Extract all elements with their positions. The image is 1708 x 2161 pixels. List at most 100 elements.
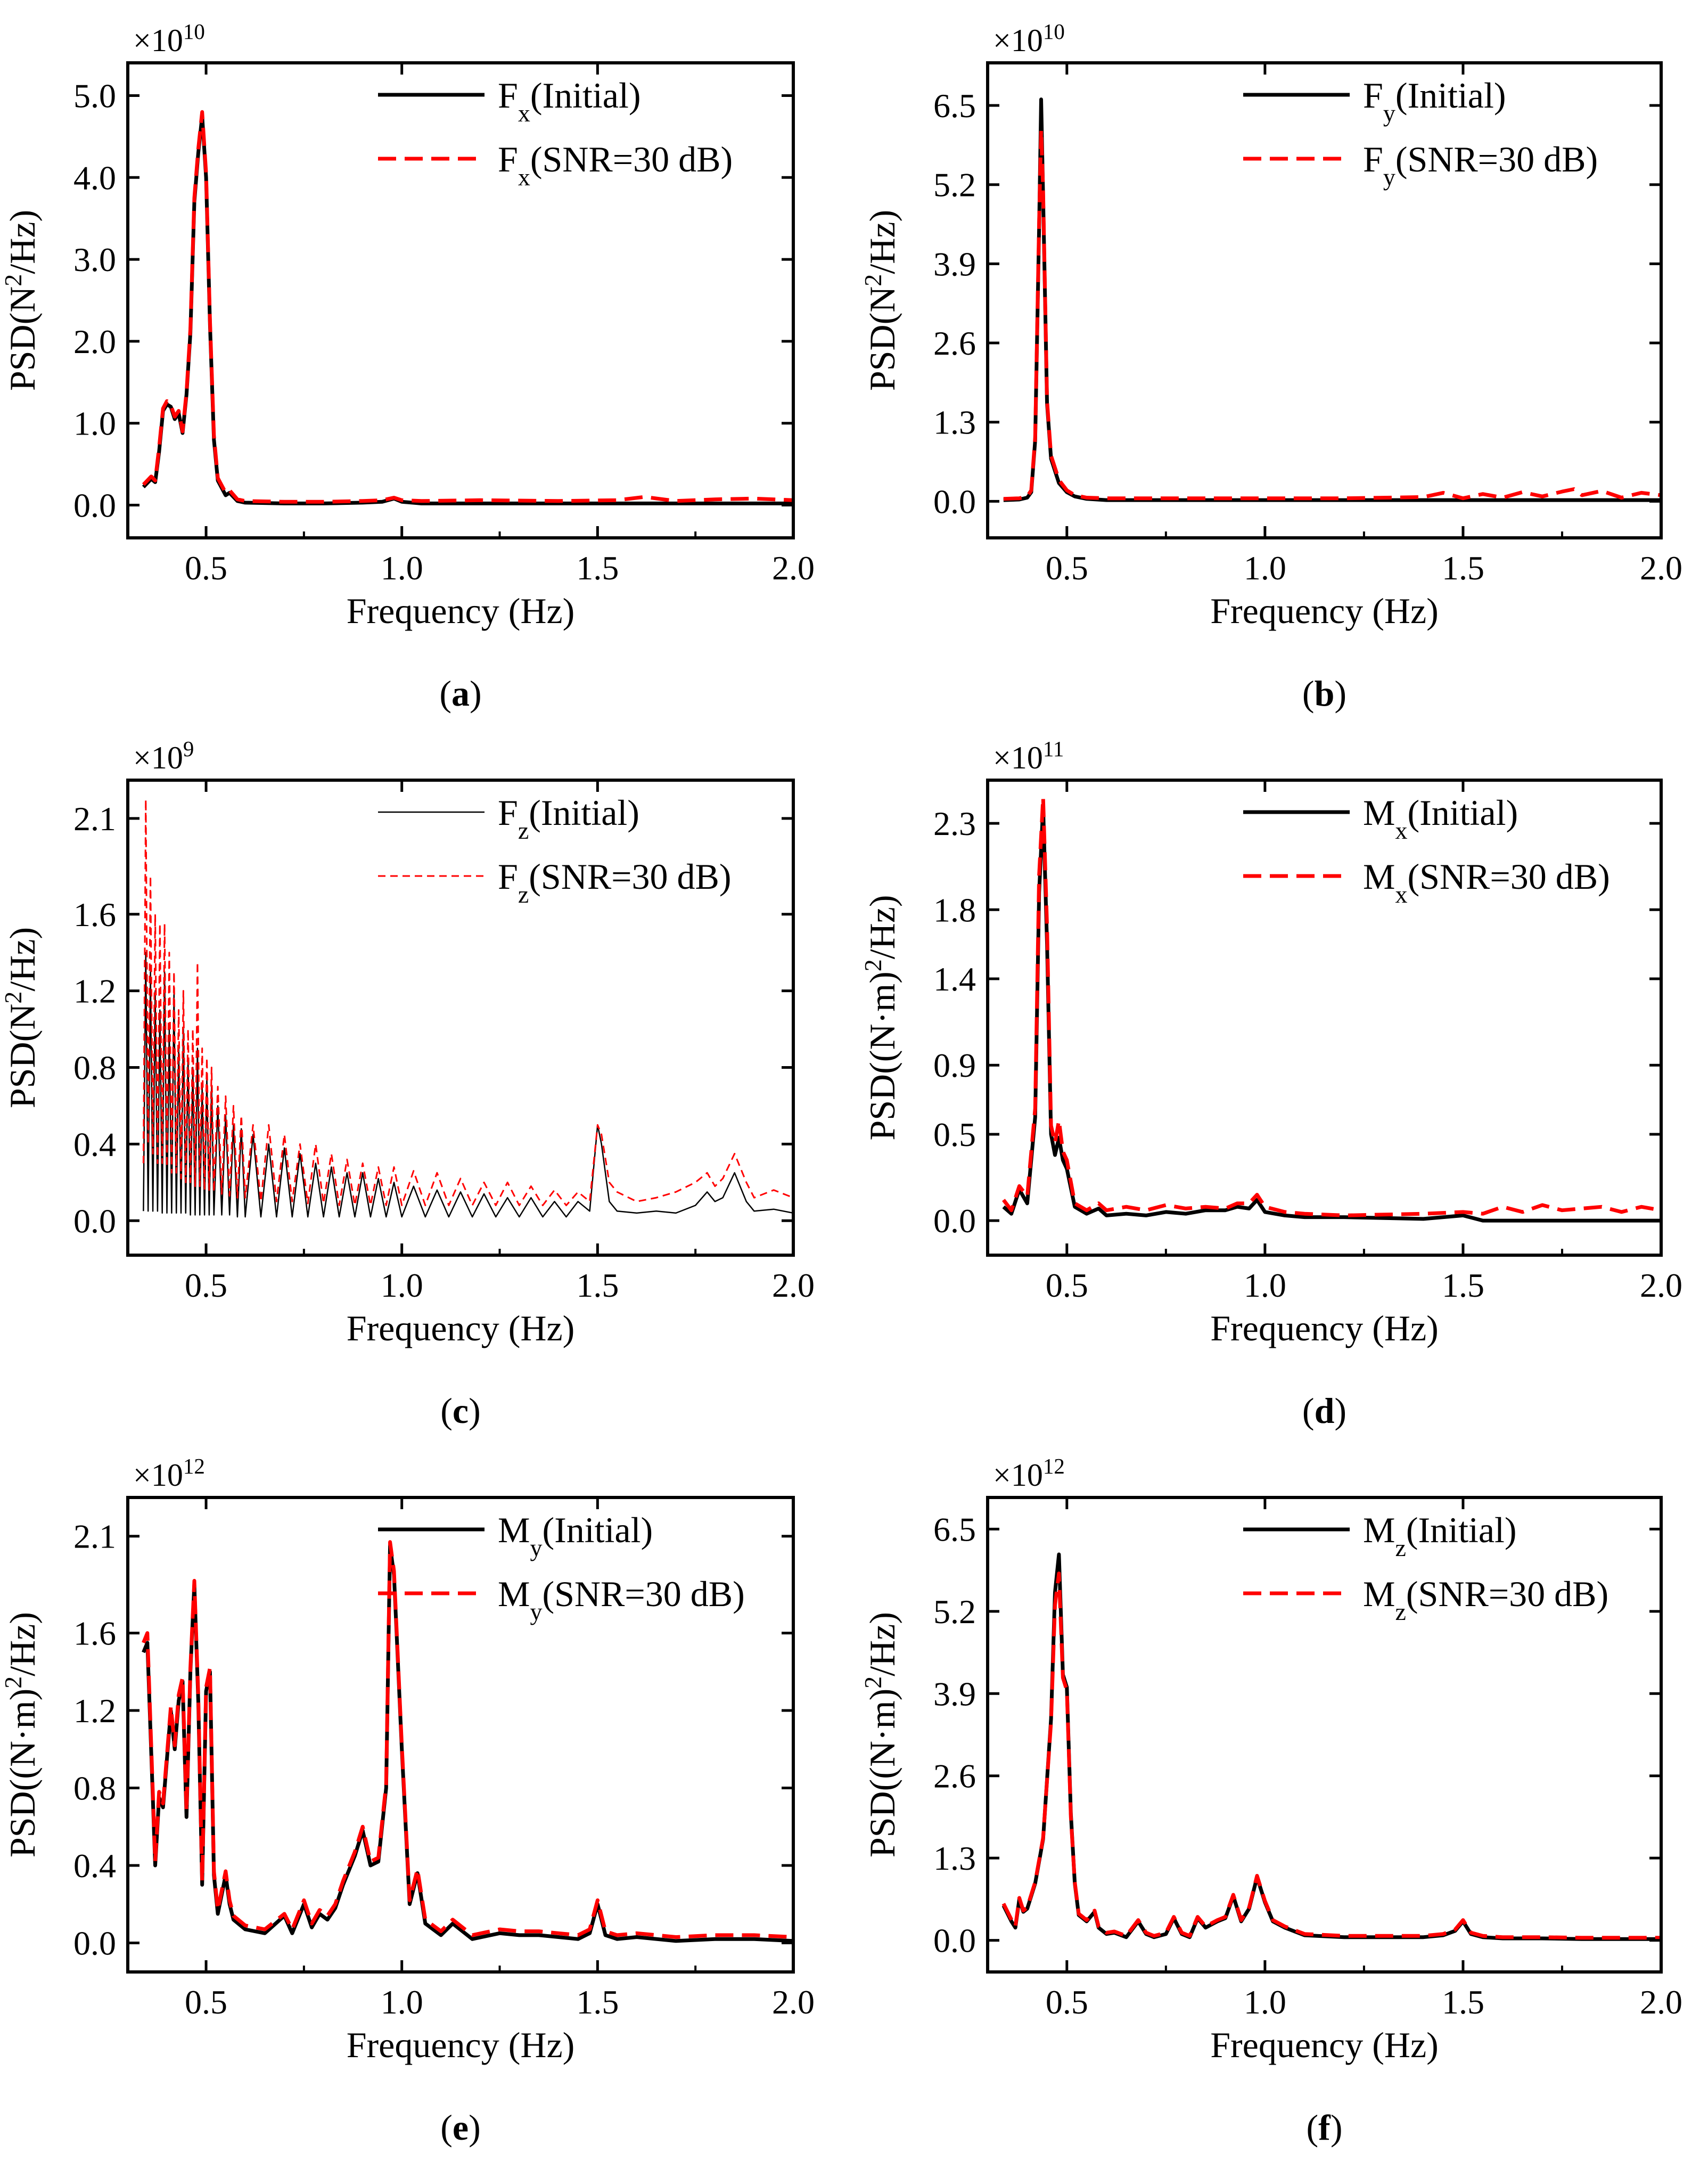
legend-label-initial: Mz(Initial) [1363, 1510, 1517, 1561]
y-tick-label: 1.2 [73, 1692, 116, 1730]
panel-caption: (b) [1302, 673, 1346, 714]
legend-label-initial: My(Initial) [498, 1510, 653, 1561]
y-tick-label: 1.6 [73, 1615, 116, 1652]
x-tick-label: 1.0 [1244, 1983, 1286, 2021]
y-tick-label: 0.0 [73, 1202, 116, 1240]
y-tick-label: 1.2 [73, 972, 116, 1010]
y-tick-label: 1.6 [73, 896, 116, 934]
y-axis-label: PSD(N2/Hz) [0, 927, 43, 1108]
axis-multiplier: ×1010 [133, 19, 205, 58]
legend-label-snr30: My(SNR=30 dB) [498, 1574, 745, 1625]
series-line-snr30 [142, 1540, 793, 1939]
y-tick-label: 0.8 [73, 1049, 116, 1087]
y-tick-label: 6.5 [933, 87, 976, 125]
y-tick-label: 0.0 [933, 1922, 976, 1960]
y-tick-label: 0.0 [73, 1924, 116, 1962]
x-axis-label: Frequency (Hz) [1210, 2025, 1439, 2065]
legend-label-snr30: Fz(SNR=30 dB) [498, 856, 732, 908]
x-tick-label: 1.5 [1442, 549, 1484, 587]
chart-panel-b: 0.5 1.0 1.5 2.0 0.0 1.3 2.6 3.9 5.2 6.5 ×1010 Frequ… [859, 19, 1683, 714]
y-tick-label: 1.3 [933, 404, 976, 441]
x-tick-label: 0.5 [1046, 549, 1088, 587]
x-tick-label: 2.0 [1640, 549, 1682, 587]
x-tick-label: 1.0 [1244, 1266, 1286, 1304]
axis-multiplier: ×1011 [993, 736, 1064, 775]
panel-caption: (a) [439, 673, 481, 714]
x-tick-label: 1.5 [576, 1983, 619, 2021]
legend-label-initial: Fy(Initial) [1363, 75, 1506, 127]
y-tick-label: 1.0 [73, 405, 116, 443]
series-line-snr30 [142, 798, 793, 1206]
y-axis-label: PSD((N·m)2/Hz) [859, 1612, 903, 1857]
plot-frame [986, 61, 1663, 539]
chart-panel-d: 0.5 1.0 1.5 2.0 0.0 0.5 0.9 1.4 1.8 2.3 ×1011 Frequ… [859, 736, 1683, 1431]
x-tick-label: 2.0 [772, 1983, 815, 2021]
x-tick-label: 0.5 [185, 1983, 227, 2021]
axis-multiplier: ×1012 [993, 1454, 1065, 1493]
chart-panel-a: 0.5 1.0 1.5 2.0 0.0 1.0 2.0 3.0 4.0 5.0 ×1010 Frequ… [0, 19, 815, 714]
y-tick-label: 0.9 [933, 1046, 976, 1084]
legend-label-snr30: Fy(SNR=30 dB) [1363, 139, 1598, 191]
legend-label-initial: Fx(Initial) [498, 75, 641, 127]
plot-frame [986, 779, 1663, 1257]
y-tick-label: 2.6 [933, 324, 976, 362]
y-tick-label: 0.0 [73, 486, 116, 524]
y-tick-label: 1.4 [933, 960, 976, 998]
x-tick-label: 0.5 [1046, 1983, 1088, 2021]
y-tick-label: 0.4 [73, 1125, 116, 1163]
x-tick-label: 0.5 [185, 549, 227, 587]
x-tick-label: 1.0 [1244, 549, 1286, 587]
y-tick-label: 1.3 [933, 1839, 976, 1877]
plot-frame [126, 1496, 795, 1974]
x-tick-label: 0.5 [1046, 1266, 1088, 1304]
series-line-snr30 [142, 110, 793, 504]
y-tick-label: 6.5 [933, 1510, 976, 1548]
plot-frame [126, 61, 795, 539]
y-tick-label: 3.9 [933, 1675, 976, 1713]
y-tick-label: 5.2 [933, 1593, 976, 1631]
x-tick-label: 1.0 [381, 1266, 423, 1304]
panel-caption: (d) [1302, 1390, 1346, 1431]
y-tick-label: 3.9 [933, 245, 976, 283]
chart-panel-e: 0.5 1.0 1.5 2.0 0.0 0.4 0.8 1.2 1.6 2.1 ×1012 Frequ… [0, 1454, 815, 2148]
axis-multiplier: ×109 [133, 736, 194, 775]
legend-label-initial: Fz(Initial) [498, 792, 639, 844]
plot-frame [986, 1496, 1663, 1974]
y-tick-label: 2.0 [73, 323, 116, 361]
y-axis-label: PSD(N2/Hz) [0, 210, 43, 391]
series-line-initial [142, 114, 793, 505]
y-tick-label: 3.0 [73, 241, 116, 279]
x-tick-label: 1.5 [1442, 1983, 1484, 2021]
x-axis-label: Frequency (Hz) [1210, 1308, 1439, 1348]
y-tick-label: 0.8 [73, 1770, 116, 1807]
y-tick-label: 2.3 [933, 805, 976, 842]
y-axis-label: PSD((N·m)2/Hz) [0, 1612, 43, 1857]
legend-label-initial: Mx(Initial) [1363, 792, 1518, 844]
y-tick-label: 1.8 [933, 891, 976, 929]
y-tick-label: 2.6 [933, 1757, 976, 1795]
y-tick-label: 2.1 [73, 800, 116, 838]
x-tick-label: 0.5 [185, 1266, 227, 1304]
legend-label-snr30: Mz(SNR=30 dB) [1363, 1574, 1608, 1625]
chart-panel-f: 0.5 1.0 1.5 2.0 0.0 1.3 2.6 3.9 5.2 6.5 ×1012 Frequ… [859, 1454, 1683, 2148]
legend-label-snr30: Fx(SNR=30 dB) [498, 139, 733, 191]
plot-frame [126, 779, 795, 1257]
y-tick-label: 4.0 [73, 159, 116, 197]
x-tick-label: 1.0 [381, 549, 423, 587]
panel-caption: (e) [440, 2107, 481, 2148]
series-line-snr30 [1001, 1571, 1661, 1940]
y-tick-label: 5.2 [933, 166, 976, 204]
axis-multiplier: ×1012 [133, 1454, 205, 1493]
series-line-snr30 [1003, 128, 1661, 501]
y-tick-label: 0.0 [933, 1202, 976, 1240]
y-tick-label: 5.0 [73, 77, 116, 115]
x-tick-label: 2.0 [1640, 1983, 1682, 2021]
y-tick-label: 0.0 [933, 482, 976, 520]
chart-panel-c: 0.5 1.0 1.5 2.0 0.0 0.4 0.8 1.2 1.6 2.1 ×109 Freque… [0, 736, 815, 1431]
x-tick-label: 1.5 [576, 549, 619, 587]
x-axis-label: Frequency (Hz) [1210, 591, 1439, 631]
panel-caption: (c) [440, 1390, 481, 1431]
y-axis-label: PSD((N·m)2/Hz) [859, 895, 903, 1140]
x-tick-label: 2.0 [1640, 1266, 1682, 1304]
y-tick-label: 2.1 [73, 1518, 116, 1556]
